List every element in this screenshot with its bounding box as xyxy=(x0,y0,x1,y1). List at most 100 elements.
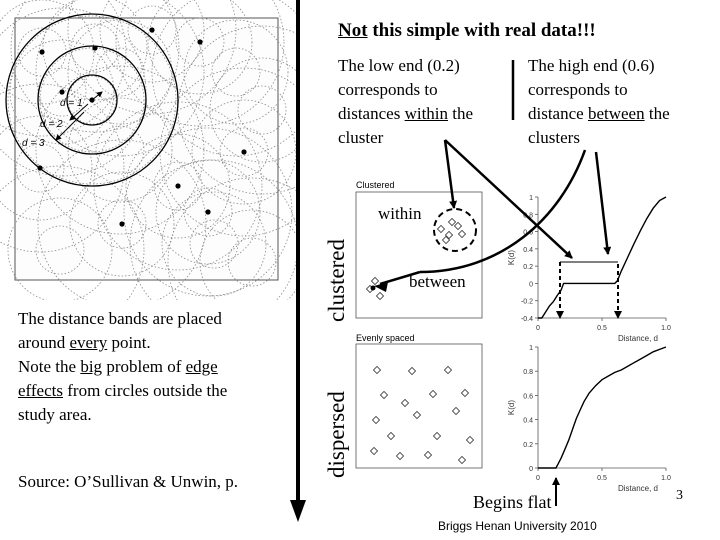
y-tick-label: 0.2 xyxy=(523,442,533,449)
dotted-band-circle xyxy=(35,225,85,275)
dotted-band-circle xyxy=(161,191,267,297)
pattern-point xyxy=(59,89,65,95)
dotted-band-circle xyxy=(35,0,205,157)
clustered-point xyxy=(457,229,467,239)
pattern-point xyxy=(37,165,43,171)
dotted-band-circle xyxy=(10,0,180,133)
dotted-band-circle xyxy=(67,97,173,203)
note-text: from circles outside the xyxy=(63,381,228,400)
clustered-point xyxy=(436,224,446,234)
dotted-band-circle xyxy=(237,85,287,135)
clustered-point xyxy=(453,221,463,231)
low-end-line: corresponds to xyxy=(338,80,438,99)
note-text: Note the xyxy=(18,357,81,376)
x-tick-label: 0 xyxy=(536,475,540,482)
high-end-line: The high end (0.6) xyxy=(528,56,655,75)
dotted-band-circle xyxy=(67,75,117,125)
dispersed-points xyxy=(369,365,475,465)
y-tick-label: -0.2 xyxy=(521,299,533,306)
clustered-point xyxy=(370,276,380,286)
high-end-text: distance xyxy=(528,104,588,123)
dotted-band-circle xyxy=(95,125,145,175)
title-lead: Not xyxy=(338,20,368,41)
dotted-band-circle xyxy=(219,127,269,177)
clustered-pattern-panel: Clustered xyxy=(355,180,483,319)
high-end-text: the xyxy=(644,104,670,123)
dotted-band-circle xyxy=(35,65,205,235)
evenly-spaced-pattern-panel: Evenly spaced xyxy=(355,333,483,469)
clustered-point xyxy=(375,291,385,301)
x-tick-label: 1.0 xyxy=(661,475,671,482)
clustered-point xyxy=(370,285,376,291)
dispersed-point xyxy=(395,451,405,461)
distance-bands-note: The distance bands are placed around eve… xyxy=(18,307,227,427)
low-end-emphasis: within xyxy=(404,104,449,123)
within-cluster-ring xyxy=(433,208,477,252)
y-tick-label: 0 xyxy=(529,466,533,473)
y-tick-label: 0.2 xyxy=(523,264,533,271)
dispersed-point xyxy=(457,455,467,465)
begins-flat-label: Begins flat xyxy=(473,492,552,512)
pattern-point xyxy=(149,27,155,33)
high-end-line: distance between the xyxy=(528,102,670,126)
dotted-band-circle xyxy=(189,219,239,269)
label-d1: d = 1 xyxy=(60,98,83,109)
label-d3: d = 3 xyxy=(22,138,45,149)
page-number: 3 xyxy=(676,488,683,503)
band-circle-d3 xyxy=(5,13,179,187)
clustered-point xyxy=(447,217,457,227)
dispersed-point xyxy=(412,410,422,420)
arrow-high-end-curve xyxy=(419,149,587,274)
y-tick-label: 1 xyxy=(529,195,533,202)
dispersed-point xyxy=(379,390,389,400)
within-label: within xyxy=(378,204,422,223)
dotted-band-circle xyxy=(99,0,205,83)
label-d2: d = 2 xyxy=(40,119,63,130)
dotted-band-circle xyxy=(127,5,177,55)
dotted-band-circle xyxy=(0,165,145,300)
pattern-point xyxy=(92,45,98,51)
low-end-text: the xyxy=(448,104,474,123)
dotted-band-circle xyxy=(0,0,127,137)
band-circle-d1 xyxy=(66,74,118,126)
arrow-high-end-to-chart xyxy=(594,151,612,255)
dispersed-point xyxy=(386,431,396,441)
dotted-band-circle xyxy=(147,0,253,95)
dotted-band-circle xyxy=(9,39,115,145)
dispersed-point xyxy=(465,435,475,445)
dispersed-point xyxy=(372,365,382,375)
k-function-series-line xyxy=(538,346,667,469)
dotted-band-circle xyxy=(7,15,177,185)
high-end-explanation: The high end (0.6) corresponds to distan… xyxy=(528,54,670,150)
arrow-low-end-to-chart xyxy=(444,139,573,259)
note-emphasis: big xyxy=(80,357,103,376)
x-axis-label: Distance, d xyxy=(618,334,658,343)
note-text: point. xyxy=(107,333,151,352)
band-circle-d2 xyxy=(37,45,147,155)
note-emphasis: effects xyxy=(18,381,63,400)
dotted-band-circle xyxy=(175,17,225,67)
y-tick-label: 0.4 xyxy=(523,247,533,254)
distance-bands-figure: d = 1 d = 2 d = 3 xyxy=(0,0,298,300)
footer-credit: Briggs Henan University 2010 xyxy=(438,519,597,533)
dotted-band-circle xyxy=(39,47,145,153)
dispersed-point xyxy=(460,388,470,398)
k-function-series-line xyxy=(538,196,667,319)
y-tick-label: 0 xyxy=(529,281,533,288)
dispersed-point xyxy=(432,431,442,441)
note-emphasis: edge xyxy=(185,357,218,376)
dotted-band-circle xyxy=(69,171,175,277)
dotted-band-circle xyxy=(37,139,207,300)
divider-arrowhead xyxy=(290,500,306,522)
dispersed-point xyxy=(371,415,381,425)
note-text: around xyxy=(18,333,70,352)
pattern-point xyxy=(205,209,211,215)
y-axis-label: K(d) xyxy=(507,400,516,415)
high-end-emphasis: between xyxy=(587,104,645,123)
note-line: Note the big problem of edge xyxy=(18,355,227,379)
y-tick-label: 0.6 xyxy=(523,393,533,400)
dotted-band-circle xyxy=(70,23,120,73)
dotted-band-circle xyxy=(125,133,231,239)
evenly-panel-title: Evenly spaced xyxy=(356,333,415,343)
